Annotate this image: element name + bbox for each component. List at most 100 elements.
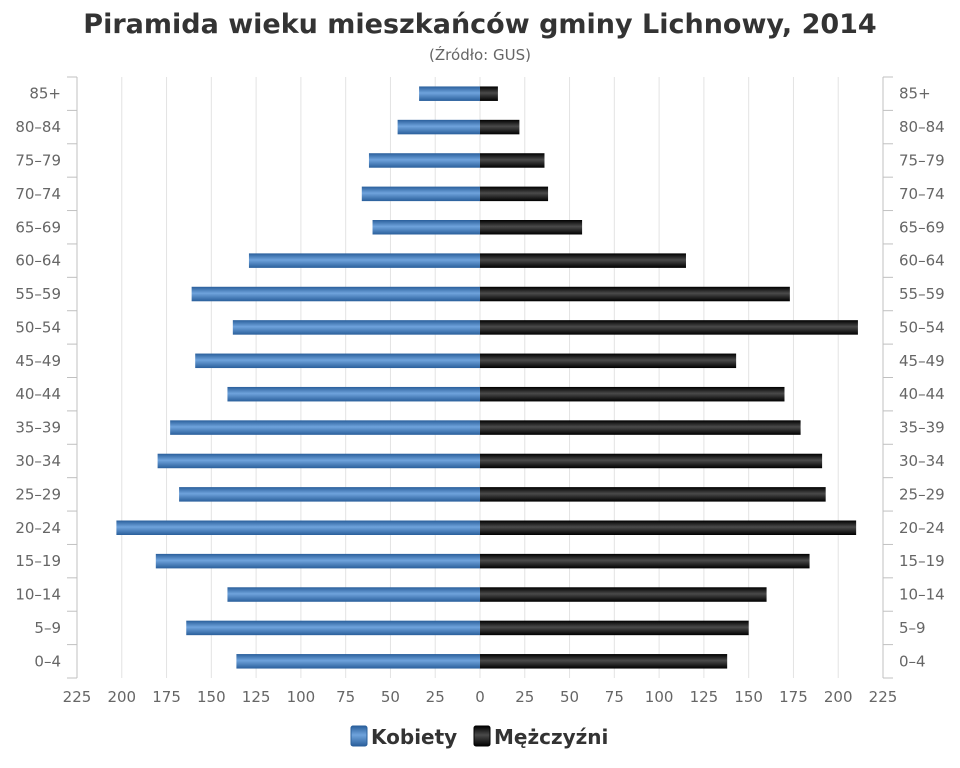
category-label-right: 35–39 [899,419,945,437]
category-label-right: 50–54 [899,318,945,336]
category-label-left: 80–84 [15,118,61,136]
x-tick-label: 75 [336,688,355,706]
bar-mezczyzni[interactable] [480,320,858,335]
bar-mezczyzni[interactable] [480,220,583,235]
legend-item-mezczyzni[interactable]: Mężczyźni [473,725,608,749]
category-label-left: 5–9 [34,619,61,637]
bar-kobiety[interactable] [191,286,480,302]
bar-kobiety[interactable] [361,186,480,202]
legend-swatch-kobiety [350,725,368,747]
bar-kobiety[interactable] [236,654,480,669]
x-tick-label: 100 [645,688,674,706]
bar-mezczyzni[interactable] [480,487,826,502]
bar-kobiety[interactable] [248,253,480,268]
legend-item-kobiety[interactable]: Kobiety [350,725,457,749]
x-tick-label: 225 [63,688,92,706]
x-tick-label: 25 [515,688,534,706]
category-label-left: 40–44 [15,385,61,403]
bar-kobiety[interactable] [170,420,481,435]
bar-kobiety[interactable] [155,553,480,569]
category-label-right: 10–14 [899,586,945,604]
category-label-right: 80–84 [899,118,945,136]
x-tick-label: 75 [605,688,624,706]
category-label-right: 5–9 [899,619,926,637]
legend[interactable]: Kobiety Mężczyźni [350,725,608,749]
chart-subtitle: (Źródło: GUS) [429,45,531,64]
right-category-labels: 85+ 80–84 75–79 70–74 65–69 60–64 55–59 50–54 45… [899,85,945,671]
bar-kobiety[interactable] [232,320,480,335]
category-label-right: 70–74 [899,185,945,203]
bar-mezczyzni[interactable] [480,553,810,569]
category-label-left: 85+ [29,85,61,103]
axes [67,76,893,679]
bar-kobiety[interactable] [116,520,480,536]
legend-swatch-mezczyzni [473,725,491,747]
category-label-left: 15–19 [15,552,61,570]
bar-kobiety[interactable] [195,353,481,369]
bar-kobiety[interactable] [179,487,481,502]
x-tick-label: 125 [690,688,719,706]
bar-mezczyzni[interactable] [480,620,749,636]
bar-mezczyzni[interactable] [480,119,520,135]
category-label-right: 65–69 [899,218,945,236]
x-tick-label: 100 [287,688,316,706]
x-tick-label: 175 [779,688,808,706]
bar-mezczyzni[interactable] [480,520,857,536]
x-tick-label: 0 [475,688,485,706]
bar-mezczyzni[interactable] [480,86,498,101]
bar-mezczyzni[interactable] [480,253,686,268]
x-tick-label: 225 [869,688,898,706]
category-label-right: 85+ [899,85,931,103]
bar-kobiety[interactable] [157,453,480,469]
x-tick-label: 50 [560,688,579,706]
bar-mezczyzni[interactable] [480,286,790,302]
category-label-left: 20–24 [15,519,61,537]
category-label-right: 20–24 [899,519,945,537]
x-tick-label: 25 [426,688,445,706]
bar-mezczyzni[interactable] [480,587,767,602]
left-category-labels: 85+ 80–84 75–79 70–74 65–69 60–64 55–59 50–54 45… [15,85,61,671]
category-label-right: 0–4 [899,652,926,670]
category-label-right: 40–44 [899,385,945,403]
x-tick-label: 200 [107,688,136,706]
x-tick-labels: 225 200 175 150 125 100 75 50 25 0 25 50 75 100 125 150… [63,688,898,706]
category-label-right: 55–59 [899,285,945,303]
bar-kobiety[interactable] [227,386,480,402]
category-label-left: 25–29 [15,485,61,503]
bar-kobiety[interactable] [368,153,480,168]
legend-label-kobiety: Kobiety [371,725,457,749]
category-label-left: 75–79 [15,151,61,169]
bars [116,86,858,669]
category-label-right: 75–79 [899,151,945,169]
bar-mezczyzni[interactable] [480,654,728,669]
category-label-right: 15–19 [899,552,945,570]
grid-lines [76,77,884,678]
bar-mezczyzni[interactable] [480,186,549,202]
x-tick-label: 175 [152,688,181,706]
bar-kobiety[interactable] [397,119,480,135]
category-label-left: 10–14 [15,586,61,604]
bar-kobiety[interactable] [227,587,480,602]
bar-mezczyzni[interactable] [480,386,785,402]
category-label-left: 35–39 [15,419,61,437]
category-label-left: 55–59 [15,285,61,303]
category-label-left: 45–49 [15,352,61,370]
x-tick-label: 150 [734,688,763,706]
x-tick-label: 150 [197,688,226,706]
category-label-left: 0–4 [34,652,61,670]
bar-kobiety[interactable] [419,86,480,101]
bar-kobiety[interactable] [186,620,480,636]
x-tick-label: 50 [381,688,400,706]
category-label-left: 30–34 [15,452,61,470]
bar-mezczyzni[interactable] [480,420,801,435]
category-label-right: 30–34 [899,452,945,470]
x-tick-label: 200 [824,688,853,706]
bar-kobiety[interactable] [372,220,480,235]
bar-mezczyzni[interactable] [480,453,823,469]
bar-mezczyzni[interactable] [480,153,545,168]
category-label-left: 70–74 [15,185,61,203]
bar-mezczyzni[interactable] [480,353,737,369]
category-label-right: 45–49 [899,352,945,370]
x-tick-label: 125 [242,688,271,706]
